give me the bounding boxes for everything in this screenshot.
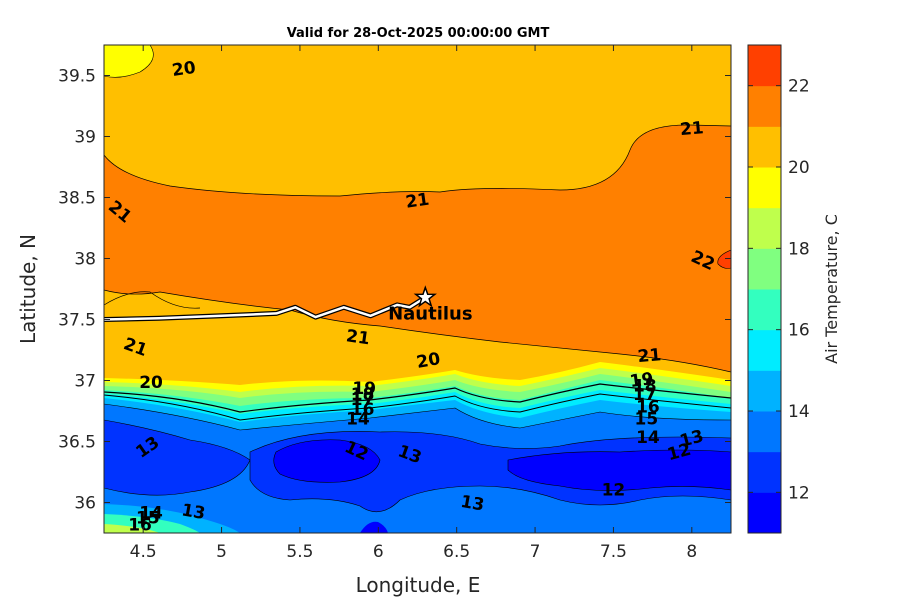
contour-field	[104, 45, 731, 533]
x-tick-label: 6	[373, 542, 384, 562]
contour-label: 20	[415, 349, 442, 373]
x-tick-label: 8	[686, 542, 697, 562]
north-contour-line	[104, 291, 201, 309]
colorbar-segment	[748, 126, 781, 168]
colorbar-tick-label: 20	[788, 158, 810, 178]
front-contour-line	[104, 383, 731, 413]
region-east-red	[717, 249, 731, 269]
front-contour-line	[104, 393, 731, 421]
contour-label: 12	[602, 480, 626, 500]
y-tick-label: 39.5	[58, 67, 96, 87]
x-tick-label: 5.5	[286, 542, 313, 562]
contour-label: 21	[679, 118, 704, 140]
contour-label: 14	[346, 410, 370, 430]
colorbar-segment	[748, 167, 781, 209]
y-axis-label: Latitude, N	[16, 234, 40, 344]
colorbar	[748, 45, 781, 534]
chart-title: Valid for 28-Oct-2025 00:00:00 GMT	[287, 26, 550, 41]
contour-label: 21	[404, 190, 430, 213]
ship-track	[103, 296, 426, 321]
y-tick-label: 36.5	[58, 433, 96, 453]
y-tick-label: 37	[74, 372, 96, 392]
colorbar-segment	[748, 45, 781, 87]
contour-label: 13	[180, 500, 207, 524]
contour-label: 16	[351, 400, 375, 420]
y-tick-label: 36	[74, 494, 96, 514]
colorbar-segment	[748, 492, 781, 534]
y-tick-label: 38	[74, 250, 96, 270]
contour-label: 15	[635, 410, 659, 430]
y-axis-ticks: 36 36.5 37 37.5 38 38.5 39 39.5	[58, 67, 731, 514]
colorbar-tick-label: 14	[788, 402, 810, 422]
colorbar-segment	[748, 248, 781, 290]
y-tick-label: 39	[74, 128, 96, 148]
contour-label: 15	[136, 508, 160, 528]
region-deep-blue-core	[507, 449, 731, 491]
y-tick-label: 37.5	[58, 311, 96, 331]
x-tick-label: 6.5	[443, 542, 470, 562]
colorbar-tick-label: 18	[788, 239, 810, 259]
colorbar-tick-label: 16	[788, 321, 810, 341]
region-north-yellow-patch	[104, 45, 154, 78]
colorbar-tick-label: 22	[788, 77, 810, 97]
colorbar-tick-label: 12	[788, 483, 810, 503]
contour-label: 19	[629, 369, 655, 392]
contour-label: 13	[459, 492, 486, 516]
region-south-edge-bands	[104, 524, 160, 533]
colorbar-frame	[747, 44, 782, 534]
colorbar-segment	[748, 207, 781, 249]
colorbar-segment	[748, 85, 781, 127]
ship-name-label: Nautilus	[388, 304, 473, 325]
contour-label: 18	[351, 385, 375, 405]
colorbar-segment	[748, 370, 781, 412]
colorbar-segment	[748, 411, 781, 453]
colorbar-segment	[748, 451, 781, 493]
ship-layer: Nautilus	[103, 285, 473, 325]
contour-label: 14	[139, 503, 163, 523]
contour-label: 21	[345, 326, 371, 349]
contour-label: 20	[171, 58, 197, 81]
contour-label: 21	[637, 345, 662, 367]
region-north-yellow	[104, 45, 731, 197]
contour-label: 17	[351, 390, 375, 410]
contour-label: 14	[636, 428, 660, 448]
colorbar-segment	[748, 329, 781, 371]
y-tick-label: 38.5	[58, 189, 96, 209]
x-tick-label: 4.5	[130, 542, 157, 562]
x-axis-label: Longitude, E	[356, 573, 481, 597]
x-tick-label: 7.5	[600, 542, 627, 562]
x-tick-label: 7	[530, 542, 541, 562]
ship-star-icon	[413, 285, 437, 308]
plot-frame	[103, 44, 732, 534]
contour-label: 16	[636, 397, 660, 417]
contour-label: 16	[128, 516, 152, 536]
x-axis-ticks: 4.5 5 5.5 6 6.5 7 7.5 8	[130, 45, 697, 562]
colorbar-ticks: 12 14 16 18 20 22	[748, 77, 810, 503]
contour-label: 20	[139, 373, 163, 393]
contour-label: 17	[633, 385, 657, 405]
colorbar-segment	[748, 289, 781, 331]
colorbar-label: Air Temperature, C	[822, 214, 841, 364]
contour-label: 18	[633, 377, 657, 397]
contour-label: 19	[352, 379, 376, 399]
region-deep-blue-core	[360, 521, 388, 533]
region-deep-blue-core	[273, 439, 381, 483]
x-tick-label: 5	[216, 542, 227, 562]
